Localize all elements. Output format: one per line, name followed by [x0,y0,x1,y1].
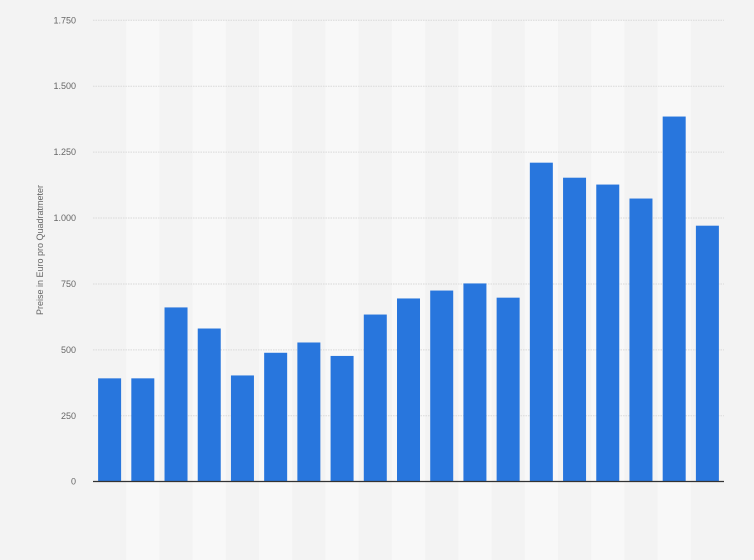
y-tick-label: 0 [71,477,76,487]
bar[interactable] [529,162,553,482]
y-tick-label: 1.000 [53,213,76,223]
y-tick-label: 250 [61,411,76,421]
bar[interactable] [363,314,387,482]
bar[interactable] [330,355,354,482]
bar[interactable] [463,283,487,482]
bar[interactable] [430,290,454,482]
bar[interactable] [629,198,653,482]
bar[interactable] [230,375,254,482]
y-tick-labels: 0 250 500 750 1.000 1.250 1.500 1.750 [53,15,76,486]
y-tick-label: 1.500 [53,81,76,91]
bar[interactable] [297,342,321,482]
bar[interactable] [563,177,587,482]
bar[interactable] [496,297,520,482]
bar[interactable] [98,378,122,482]
bar[interactable] [397,298,420,482]
y-tick-label: 500 [61,345,76,355]
y-tick-label: 1.750 [53,15,76,25]
bar[interactable] [695,225,719,482]
bar[interactable] [264,352,288,482]
bar[interactable] [131,378,155,482]
bar[interactable] [662,116,686,482]
y-tick-label: 1.250 [53,147,76,157]
bar[interactable] [197,328,221,482]
bar[interactable] [596,184,620,482]
y-tick-label: 750 [61,279,76,289]
bar[interactable] [164,307,188,482]
y-axis-label: Preise in Euro pro Quadratmeter [35,185,45,315]
bars [98,116,719,482]
